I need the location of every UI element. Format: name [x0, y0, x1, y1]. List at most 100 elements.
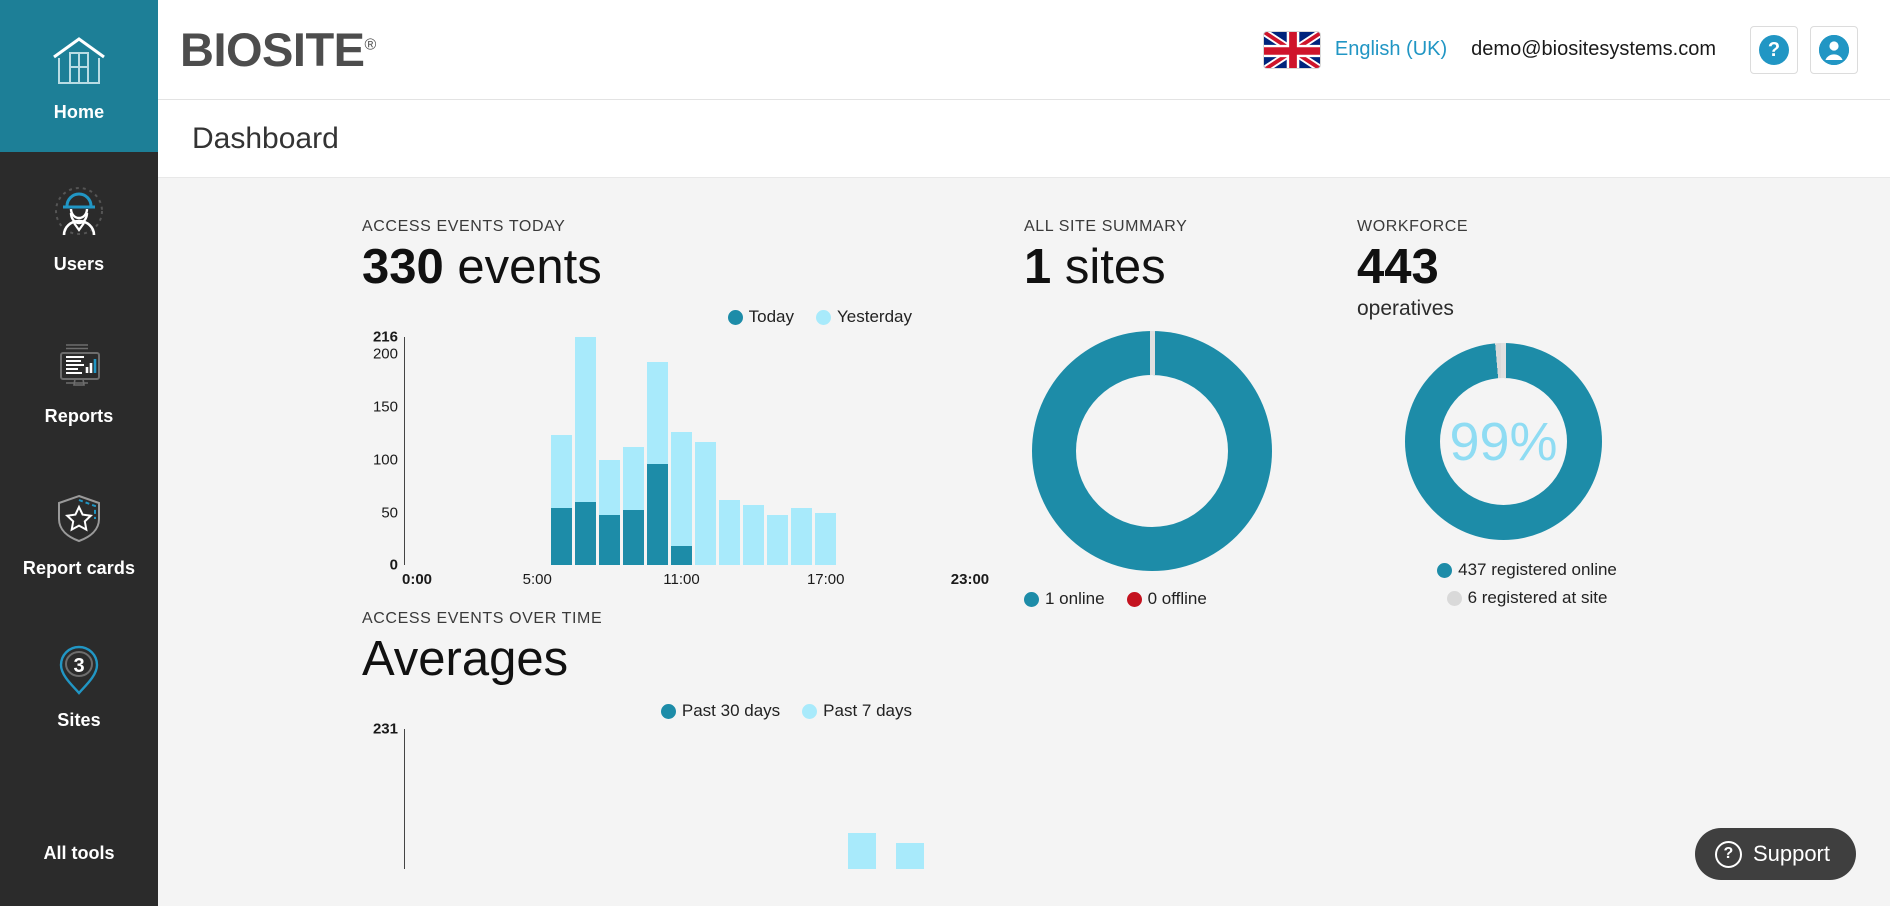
bar — [791, 508, 813, 566]
bar — [574, 502, 596, 566]
sites-number: 1 — [1024, 240, 1052, 294]
card-kicker: ACCESS EVENTS TODAY — [362, 218, 566, 235]
bar — [671, 546, 692, 566]
bar — [743, 505, 764, 566]
access-events-number: 330 — [362, 240, 444, 294]
legend-label: 6 registered at site — [1467, 588, 1608, 608]
legend-label: 0 offline — [1147, 589, 1207, 609]
y-axis: 0 50 100 150 200 216 — [362, 329, 404, 574]
legend-label: Past 30 days — [681, 701, 781, 721]
question-circle-icon: ? — [1714, 840, 1742, 868]
workforce-value: 443 — [1357, 241, 1697, 293]
support-button[interactable]: ? Support — [1694, 828, 1856, 880]
legend-all-site-summary: 1 online 0 offline — [1024, 589, 1324, 609]
legend-swatch — [816, 309, 832, 325]
legend-label: Past 7 days — [823, 701, 912, 721]
sites-value: 1 sites — [1024, 240, 1324, 294]
donut-gap — [1501, 343, 1506, 379]
bar — [815, 512, 837, 566]
x-axis-tick-label: 23:00 — [950, 571, 990, 589]
logo-registered-mark: ® — [364, 36, 377, 54]
shield-star-icon — [48, 487, 110, 549]
plot-area — [405, 337, 982, 566]
x-axis-tick-label: 5:00 — [522, 571, 552, 589]
donut-chart-workforce: 99% — [1405, 343, 1602, 541]
user-account-icon — [1819, 34, 1849, 65]
sites-unit: sites — [1064, 240, 1166, 294]
workforce-unit: operatives — [1357, 297, 1454, 321]
y-axis-line — [404, 729, 405, 870]
bar — [895, 842, 924, 870]
bar — [550, 508, 572, 566]
sidebar-item-sites[interactable]: 3 Sites — [0, 608, 158, 760]
legend-item-past-30-days: Past 30 days — [660, 701, 781, 721]
legend-swatch — [727, 309, 743, 325]
top-bar: BIOSITE® English (UK) demo@biositesystem… — [158, 0, 1890, 100]
plot-area — [405, 729, 982, 870]
uk-flag-icon[interactable] — [1262, 30, 1321, 69]
legend-label: Yesterday — [837, 307, 912, 327]
legend-item-registered-at-site: 6 registered at site — [1446, 588, 1608, 608]
card-kicker: ALL SITE SUMMARY — [1024, 218, 1188, 235]
bar — [847, 833, 876, 870]
help-button[interactable]: ? — [1750, 25, 1798, 74]
sites-count-badge: 3 — [73, 655, 84, 677]
legend-label: 437 registered online — [1458, 560, 1617, 580]
y-axis-tick-label: 150 — [372, 398, 398, 416]
page-header: Dashboard — [158, 100, 1890, 178]
y-axis-tick-label: 50 — [381, 504, 398, 522]
y-axis-tick-label: 0 — [389, 556, 398, 574]
legend-label: Today — [748, 307, 795, 327]
sidebar-item-all-tools[interactable]: All tools — [43, 843, 115, 863]
sidebar-item-home[interactable]: Home — [0, 0, 158, 152]
bar — [719, 500, 740, 566]
hardhat-user-icon — [48, 183, 110, 245]
x-axis-tick-label: 11:00 — [663, 571, 700, 589]
card-kicker: ACCESS EVENTS OVER TIME — [362, 610, 603, 627]
legend-label: 1 online — [1045, 589, 1105, 609]
donut-chart-sites — [1032, 331, 1272, 572]
card-access-events-today: ACCESS EVENTS TODAY 330 events Today Yes… — [362, 218, 989, 588]
language-selector[interactable]: English (UK) — [1334, 38, 1448, 60]
donut-hole — [1076, 375, 1228, 528]
sidebar-item-reports[interactable]: Reports — [0, 304, 158, 456]
support-label: Support — [1752, 841, 1830, 866]
card-kicker: WORKFORCE — [1357, 218, 1469, 235]
legend-swatch — [1437, 562, 1453, 578]
y-axis-tick-label: 216 — [372, 328, 398, 346]
logo-text: BIOSITE — [180, 23, 365, 76]
legend-swatch — [802, 703, 818, 719]
y-axis-tick-label: 231 — [372, 720, 398, 738]
dashboard-content: ACCESS EVENTS TODAY 330 events Today Yes… — [158, 178, 1890, 906]
bar — [695, 441, 716, 566]
bar-chart-averages: 231 — [362, 721, 982, 870]
legend-access-events-over-time: Past 30 days Past 7 days — [362, 701, 982, 721]
y-axis-tick-label: 100 — [372, 451, 398, 469]
legend-item-offline: 0 offline — [1126, 589, 1207, 609]
account-button[interactable] — [1810, 25, 1858, 74]
bar — [671, 432, 692, 566]
access-events-value: 330 events — [362, 240, 982, 294]
legend-item-today: Today — [727, 307, 795, 327]
sidebar-item-label: Report cards — [22, 558, 136, 578]
legend-workforce: 437 registered online 6 registered at si… — [1357, 560, 1697, 608]
bar — [623, 509, 644, 566]
legend-swatch — [1126, 591, 1142, 607]
sidebar-item-label: Home — [53, 102, 105, 122]
averages-title: Averages — [362, 632, 569, 686]
workforce-percent: 99% — [1449, 411, 1558, 472]
sidebar-item-report-cards[interactable]: Report cards — [0, 456, 158, 608]
donut-hole — [1440, 378, 1567, 506]
legend-swatch — [1024, 591, 1039, 607]
sidebar-item-users[interactable]: Users — [0, 152, 158, 304]
report-chart-icon — [48, 335, 110, 397]
legend-item-online: 1 online — [1024, 589, 1105, 609]
x-axis-tick-label: 0:00 — [402, 571, 433, 589]
page-title: Dashboard — [192, 121, 339, 155]
bar — [647, 464, 668, 566]
main-area: BIOSITE® English (UK) demo@biositesystem… — [158, 0, 1890, 906]
legend-item-past-7-days: Past 7 days — [802, 701, 912, 721]
top-bar-right: English (UK) demo@biositesystems.com ? — [1262, 25, 1858, 74]
access-events-unit: events — [457, 240, 602, 294]
